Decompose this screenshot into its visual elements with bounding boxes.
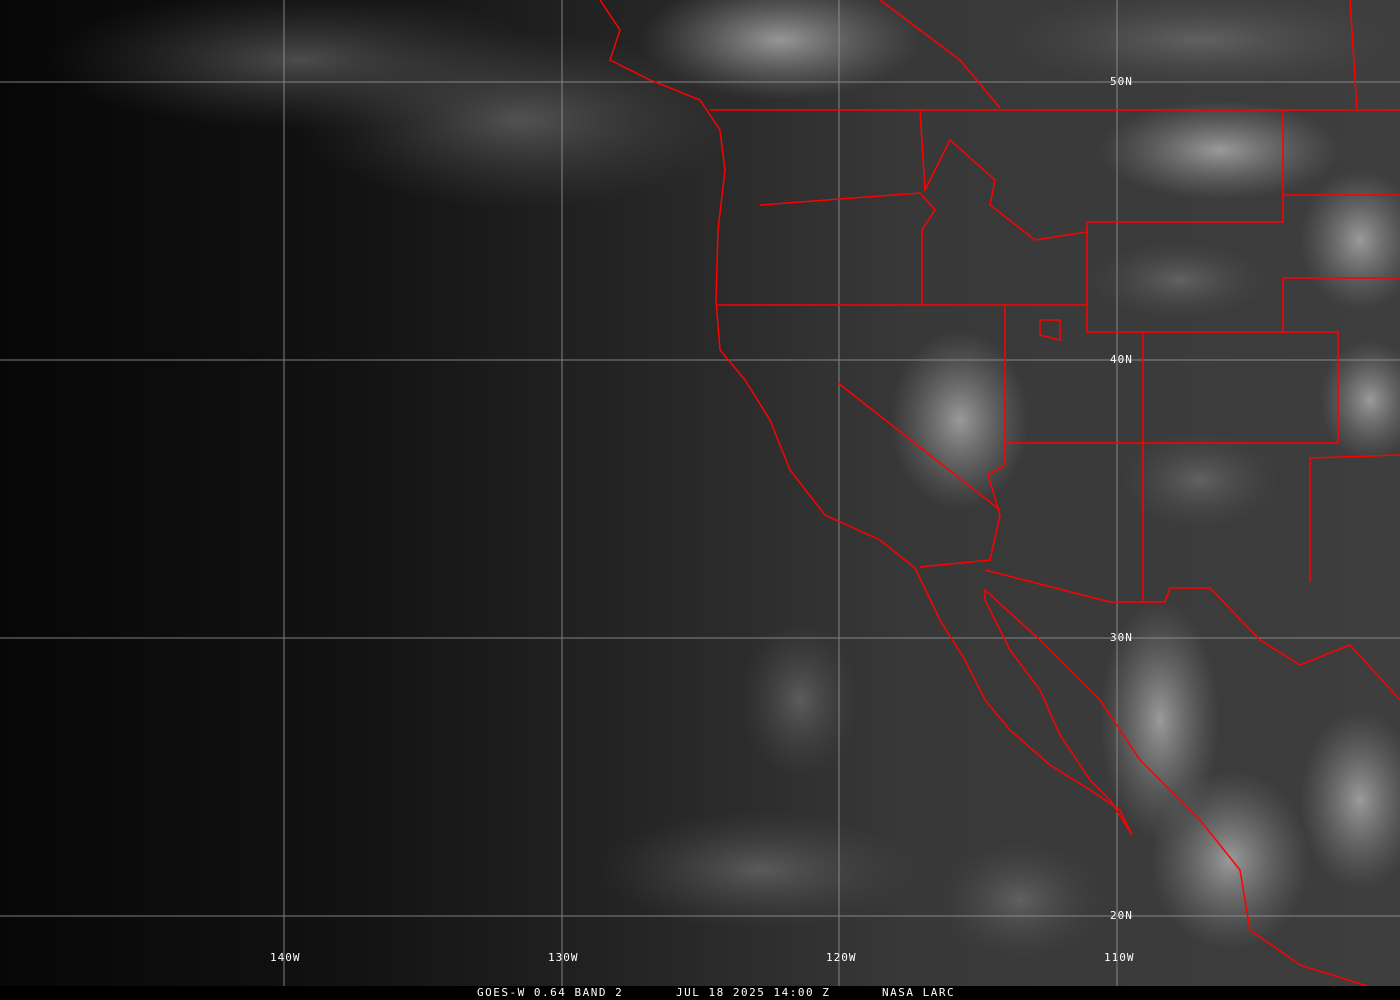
lat-label-50n: 50N: [1110, 75, 1133, 88]
lon-label-120w: 120W: [826, 951, 857, 964]
lat-label-20n: 20N: [1110, 909, 1133, 922]
datetime-label: JUL 18 2025 14:00 Z: [676, 986, 831, 999]
lat-label-30n: 30N: [1110, 631, 1133, 644]
lon-label-130w: 130W: [548, 951, 579, 964]
satellite-band-label: GOES-W 0.64 BAND 2: [477, 986, 624, 999]
coastline: [599, 0, 1381, 991]
political-borders: [599, 0, 1400, 991]
lat-label-40n: 40N: [1110, 353, 1133, 366]
image-caption-bar: GOES-W 0.64 BAND 2 JUL 18 2025 14:00 Z N…: [0, 986, 1400, 1000]
lon-label-140w: 140W: [270, 951, 301, 964]
lon-label-110w: 110W: [1104, 951, 1135, 964]
cloud-cover: [50, 0, 1400, 960]
source-label: NASA LARC: [882, 986, 956, 999]
